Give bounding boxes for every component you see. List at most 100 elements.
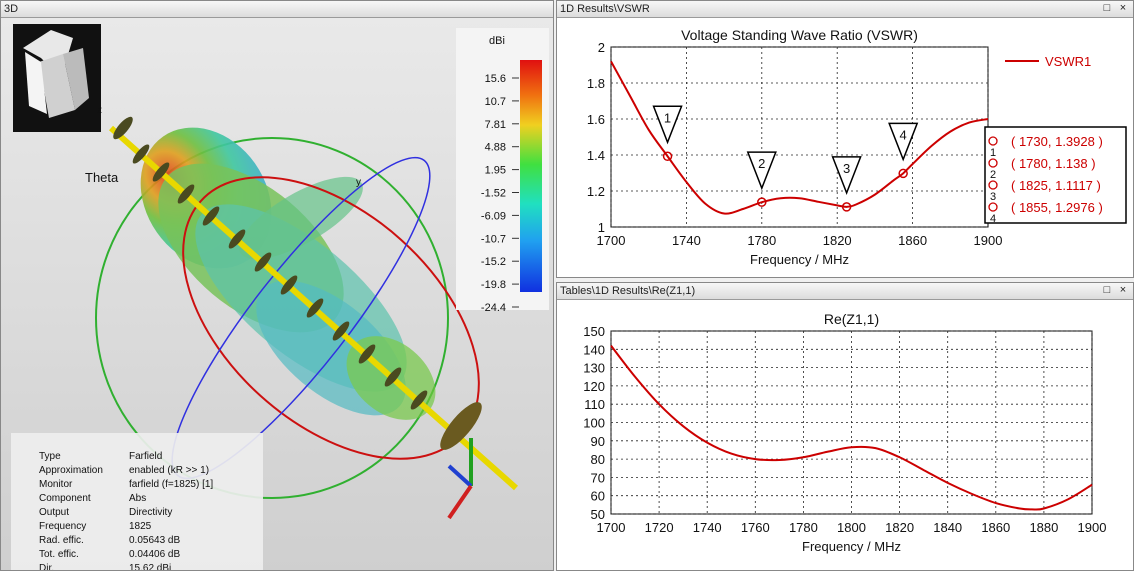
y-tick-label: 1	[598, 220, 605, 235]
x-tick-label: 1840	[933, 520, 962, 535]
close-button[interactable]: ×	[1119, 284, 1127, 296]
colorbar-tick-label: -6.09	[481, 210, 506, 222]
marker-flag	[652, 105, 683, 145]
y-tick-label: 90	[591, 434, 605, 449]
x-tick-label: 1900	[974, 233, 1003, 248]
info-key: Monitor	[39, 479, 73, 490]
info-value: 0.05643 dB	[129, 535, 181, 546]
readout-marker-icon	[988, 180, 998, 190]
colorbar-tick-label: -10.7	[481, 233, 506, 245]
info-value: 1825	[129, 521, 152, 532]
rez-chart[interactable]: Re(Z1,1) 1700 1720 1740 1760 1780 1800 1820 1840…	[557, 301, 1133, 571]
marker-point[interactable]	[898, 168, 908, 179]
y-tick-label: 80	[591, 452, 605, 467]
close-button[interactable]: ×	[1119, 2, 1127, 14]
y-tick-label: 130	[583, 361, 605, 376]
y-tick-label: 1.2	[587, 184, 605, 199]
colorbar-tick-label: -1.52	[481, 188, 506, 200]
marker-point[interactable]	[757, 197, 767, 207]
colorbar-tick-label: 4.88	[485, 142, 506, 154]
colorbar-tick-label: -24.4	[481, 302, 506, 314]
restore-button[interactable]: □	[1103, 2, 1111, 14]
info-key: Dir.	[39, 563, 54, 571]
y-tick-label: 110	[584, 397, 605, 412]
x-tick-label: 1700	[597, 520, 626, 535]
info-value: farfield (f=1825) [1]	[129, 479, 214, 490]
marker-flag	[888, 122, 919, 162]
readout-marker-icon	[988, 136, 998, 146]
x-tick-label: 1860	[898, 233, 927, 248]
chart-title: Re(Z1,1)	[824, 311, 879, 327]
info-value: Farfield	[129, 451, 163, 462]
x-tick-label: 1740	[672, 233, 701, 248]
marker-flag	[831, 156, 862, 195]
y-tick-label: 100	[583, 416, 605, 431]
y-tick-label: 50	[591, 507, 605, 522]
panel-3d: 3D	[0, 0, 554, 571]
y-tick-label: 150	[583, 324, 605, 339]
marker-label: 3	[843, 161, 850, 176]
x-tick-label: 1740	[693, 520, 722, 535]
coordinate-triad-icon	[447, 438, 473, 520]
info-value: enabled (kR >> 1)	[129, 465, 210, 476]
info-row: Output Directivity	[39, 507, 263, 521]
info-value: 0.04406 dB	[129, 549, 181, 560]
info-key: Output	[39, 507, 70, 518]
panel-vswr-title: 1D Results\VSWR	[557, 1, 1133, 18]
info-row: Frequency 1825	[39, 521, 263, 535]
info-row: Tot. effic. 0.04406 dB	[39, 549, 263, 563]
vswr-chart[interactable]: Voltage Standing Wave Ratio (VSWR) 1700 17…	[557, 19, 1133, 278]
panel-rez-title: Tables\1D Results\Re(Z1,1)	[557, 283, 1133, 300]
x-axis-label: Frequency / MHz	[750, 252, 849, 267]
farfield-3d-graphic: Theta z y dBi 15.6 10.7 7.81 4.88 1.95 -1.52 -…	[13, 24, 549, 520]
y-tick-label: 1.6	[587, 112, 605, 127]
colorbar-tick-label: -19.8	[481, 279, 506, 291]
farfield-3d-view[interactable]: Theta z y dBi 15.6 10.7 7.81 4.88 1.95 -1.52 -…	[1, 18, 553, 571]
marker-flag	[746, 151, 777, 191]
colorbar-tick-label: 15.6	[485, 73, 506, 85]
y-tick-label: 60	[591, 489, 605, 504]
x-tick-label: 1860	[981, 520, 1010, 535]
info-key: Component	[39, 493, 91, 504]
plot-area	[610, 46, 989, 228]
farfield-info-box: Type Farfield Approximation enabled (kR >> …	[11, 433, 263, 571]
marker-point[interactable]	[662, 151, 673, 162]
x-tick-label: 1820	[823, 233, 852, 248]
series-line	[610, 60, 989, 215]
colorbar-tick-label: -15.2	[481, 256, 506, 268]
readout-marker-index: 3	[990, 191, 996, 203]
info-key: Approximation	[39, 465, 103, 476]
colorbar-tick-label: 7.81	[485, 119, 506, 131]
restore-button[interactable]: □	[1103, 284, 1111, 296]
readout-value: ( 1855, 1.2976 )	[1011, 200, 1103, 215]
y-axis-label: y	[356, 177, 361, 188]
colorbar-ticks: 15.6 10.7 7.81 4.88 1.95 -1.52 -6.09 -10.7 -15.2…	[481, 73, 519, 314]
panel-vswr: 1D Results\VSWR □ × Voltage Standing Wav…	[556, 0, 1134, 278]
info-value: Abs	[129, 493, 147, 504]
panel-rez: Tables\1D Results\Re(Z1,1) □ × Re(Z1,1) 1…	[556, 282, 1134, 571]
readout-value: ( 1780, 1.138 )	[1011, 156, 1096, 171]
readout-marker-index: 1	[990, 147, 996, 159]
y-tick-label: 70	[591, 470, 605, 485]
x-tick-label: 1700	[597, 233, 626, 248]
info-row: Type Farfield	[39, 451, 263, 465]
info-key: Type	[39, 451, 61, 462]
readout-value: ( 1825, 1.1117 )	[1011, 178, 1101, 193]
x-tick-label: 1720	[645, 520, 674, 535]
marker-readout-box	[984, 126, 1127, 224]
z-axis-label: z	[97, 105, 102, 116]
info-key: Frequency	[39, 521, 87, 532]
info-key: Rad. effic.	[39, 535, 84, 546]
x-tick-label: 1900	[1078, 520, 1107, 535]
readout-value: ( 1730, 1.3928 )	[1011, 134, 1103, 149]
y-tick-label: 1.8	[587, 76, 605, 91]
y-tick-label: 1.4	[587, 148, 605, 163]
colorbar-tick-label: 1.95	[485, 165, 506, 177]
info-key: Tot. effic.	[39, 549, 79, 560]
x-axis-label: Frequency / MHz	[802, 539, 901, 554]
marker-point[interactable]	[841, 202, 852, 212]
readout-marker-icon	[988, 202, 998, 212]
marker-label: 2	[758, 156, 765, 171]
readout-marker-index: 4	[990, 213, 996, 225]
x-tick-label: 1780	[789, 520, 818, 535]
